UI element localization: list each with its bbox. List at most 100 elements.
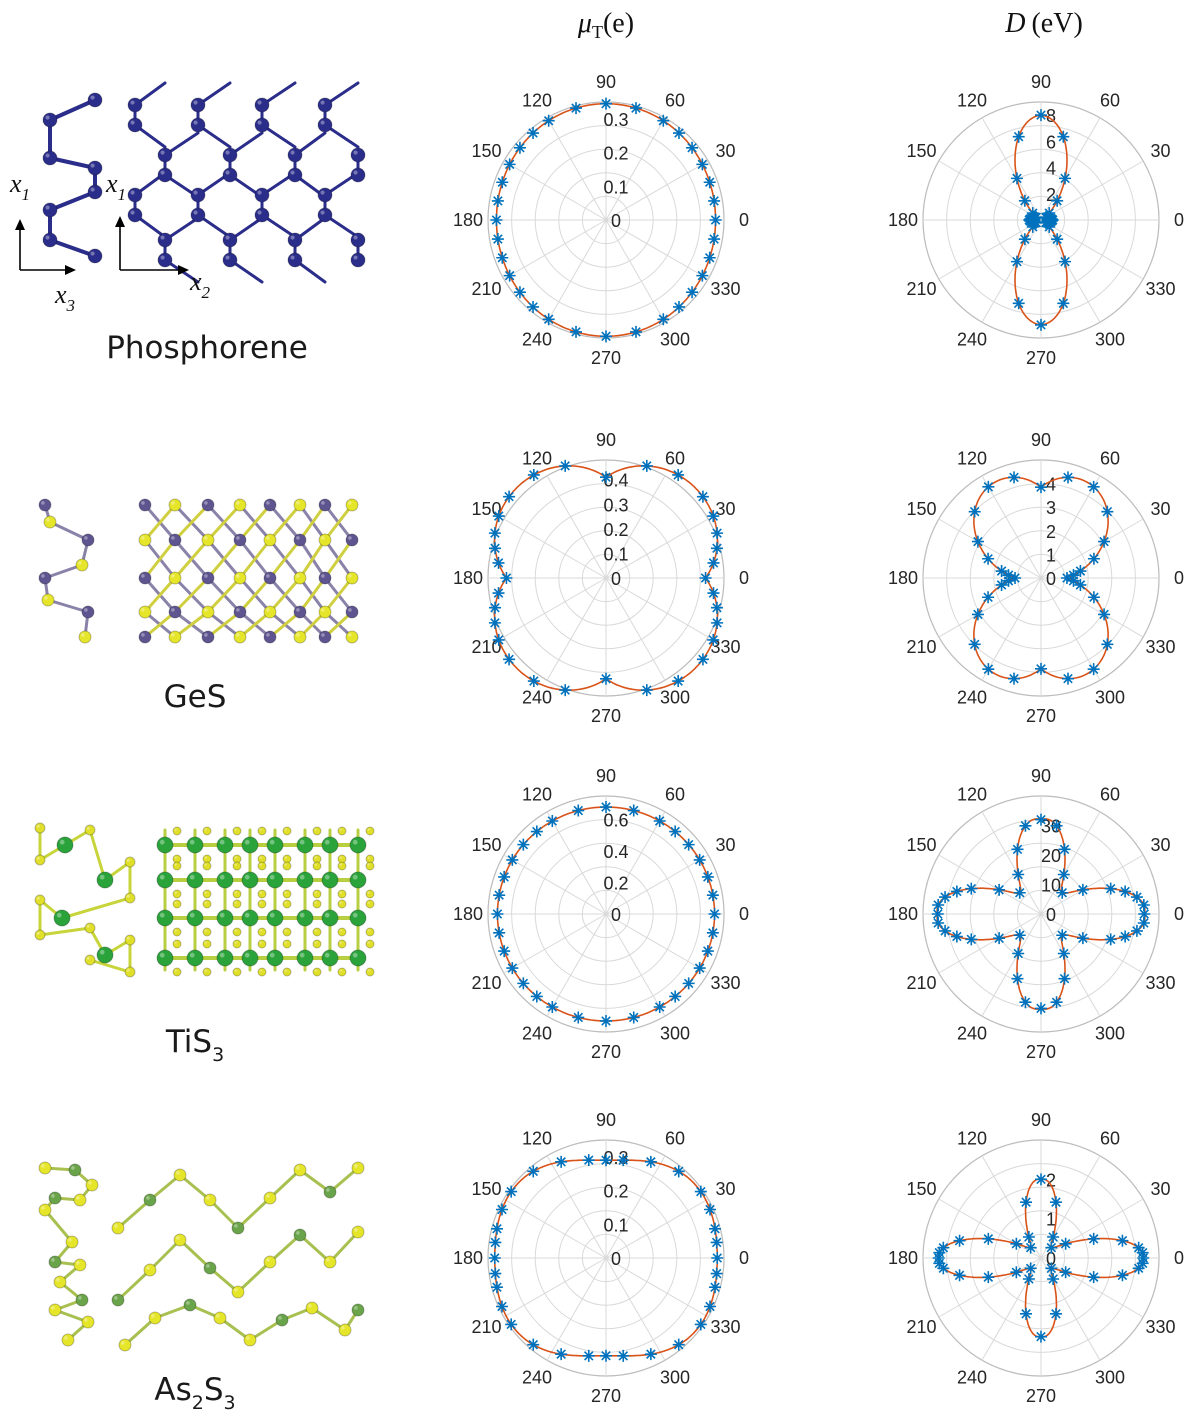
atom <box>138 533 152 547</box>
atom-highlight <box>193 190 198 195</box>
atom-highlight <box>244 839 250 845</box>
atom-highlight <box>321 633 325 637</box>
atom <box>350 167 366 183</box>
material-subscript: 2 <box>192 1392 204 1414</box>
bond <box>143 576 177 614</box>
angle-tick-label: 0 <box>739 1248 749 1268</box>
atom <box>148 1311 162 1325</box>
atom-highlight <box>353 235 358 240</box>
bond <box>173 538 210 580</box>
atom-highlight <box>189 839 195 845</box>
data-marker <box>1043 207 1056 220</box>
data-marker <box>600 1014 612 1027</box>
atom <box>350 147 366 163</box>
atom-highlight <box>236 501 240 505</box>
data-marker <box>490 214 503 226</box>
grid-spoke <box>981 577 1042 681</box>
grid-spoke <box>605 1257 666 1361</box>
atom <box>78 630 92 644</box>
data-marker <box>708 194 721 207</box>
bond <box>88 958 132 974</box>
bond <box>173 576 210 614</box>
data-marker <box>1138 908 1151 920</box>
atom <box>338 1323 352 1337</box>
atom-highlight <box>266 536 270 540</box>
x1-label: x <box>9 169 22 198</box>
atom <box>351 1225 365 1239</box>
atom-highlight <box>314 969 317 972</box>
grid-spoke <box>1040 518 1144 579</box>
data-marker <box>709 214 722 226</box>
atom-highlight <box>259 901 262 904</box>
atom-highlight <box>51 1194 55 1198</box>
atom <box>282 967 292 977</box>
data-marker <box>1059 172 1072 185</box>
data-marker <box>1087 1232 1100 1245</box>
mu-arg: (e) <box>603 8 634 39</box>
atom <box>350 232 366 248</box>
data-marker <box>672 468 685 481</box>
bond <box>116 1198 152 1230</box>
atom-highlight <box>36 824 40 828</box>
atom-highlight <box>234 941 237 944</box>
atom-highlight <box>269 912 275 918</box>
angle-tick-label: 0 <box>739 904 749 924</box>
atom <box>156 909 174 927</box>
atom <box>282 939 292 949</box>
data-marker <box>505 1185 518 1198</box>
atom <box>243 1333 257 1347</box>
atom-highlight <box>141 574 145 578</box>
data-marker <box>517 977 530 990</box>
atom-highlight <box>352 839 358 845</box>
x3-subscript: 3 <box>66 296 76 315</box>
atom-highlight <box>324 839 330 845</box>
atom-highlight <box>141 536 145 540</box>
data-marker <box>703 251 716 264</box>
bond <box>298 538 327 580</box>
data-marker <box>1010 1266 1023 1279</box>
data-marker <box>686 141 699 154</box>
material-name: GeS <box>164 679 227 715</box>
radial-tick-label: 0 <box>1046 569 1056 589</box>
atom <box>287 232 303 248</box>
data-marker <box>993 883 1006 896</box>
atom-highlight <box>290 235 295 240</box>
bond <box>206 538 242 580</box>
angle-tick-label: 30 <box>715 141 735 161</box>
svg-text:D(eV): D (eV) <box>1004 8 1083 39</box>
data-marker <box>490 1222 503 1235</box>
data-marker <box>506 962 519 975</box>
atom-highlight <box>146 1196 150 1200</box>
grid-spoke <box>546 577 607 681</box>
angle-tick-label: 120 <box>957 1128 987 1148</box>
atom <box>186 871 204 889</box>
data-marker <box>932 899 945 912</box>
atom <box>127 117 143 133</box>
atom-highlight <box>257 100 262 105</box>
bond <box>298 1233 332 1264</box>
data-marker <box>542 313 555 326</box>
angle-tick-label: 330 <box>1145 1317 1175 1337</box>
grid-spoke <box>605 913 709 974</box>
svg-text:TiS3: TiS3 <box>165 1024 224 1066</box>
atom <box>222 232 238 248</box>
arrowhead <box>115 216 125 227</box>
material-label-tis3: TiS3 <box>165 1024 224 1066</box>
data-marker <box>1057 297 1070 310</box>
atom-highlight <box>339 856 342 859</box>
data-marker <box>542 114 555 127</box>
data-marker <box>1058 972 1071 985</box>
data-marker <box>1045 1241 1058 1254</box>
data-marker <box>1132 1241 1145 1254</box>
data-marker <box>1035 318 1047 331</box>
x3-label: x <box>54 280 67 309</box>
as2s3-side-view <box>38 1161 99 1347</box>
data-marker <box>617 1154 630 1167</box>
data-marker <box>696 158 709 171</box>
atom <box>312 826 322 836</box>
data-marker <box>1060 572 1073 584</box>
atom-highlight <box>219 839 225 845</box>
atom-highlight <box>296 1231 300 1235</box>
atom-highlight <box>78 561 82 565</box>
data-marker <box>570 102 583 115</box>
